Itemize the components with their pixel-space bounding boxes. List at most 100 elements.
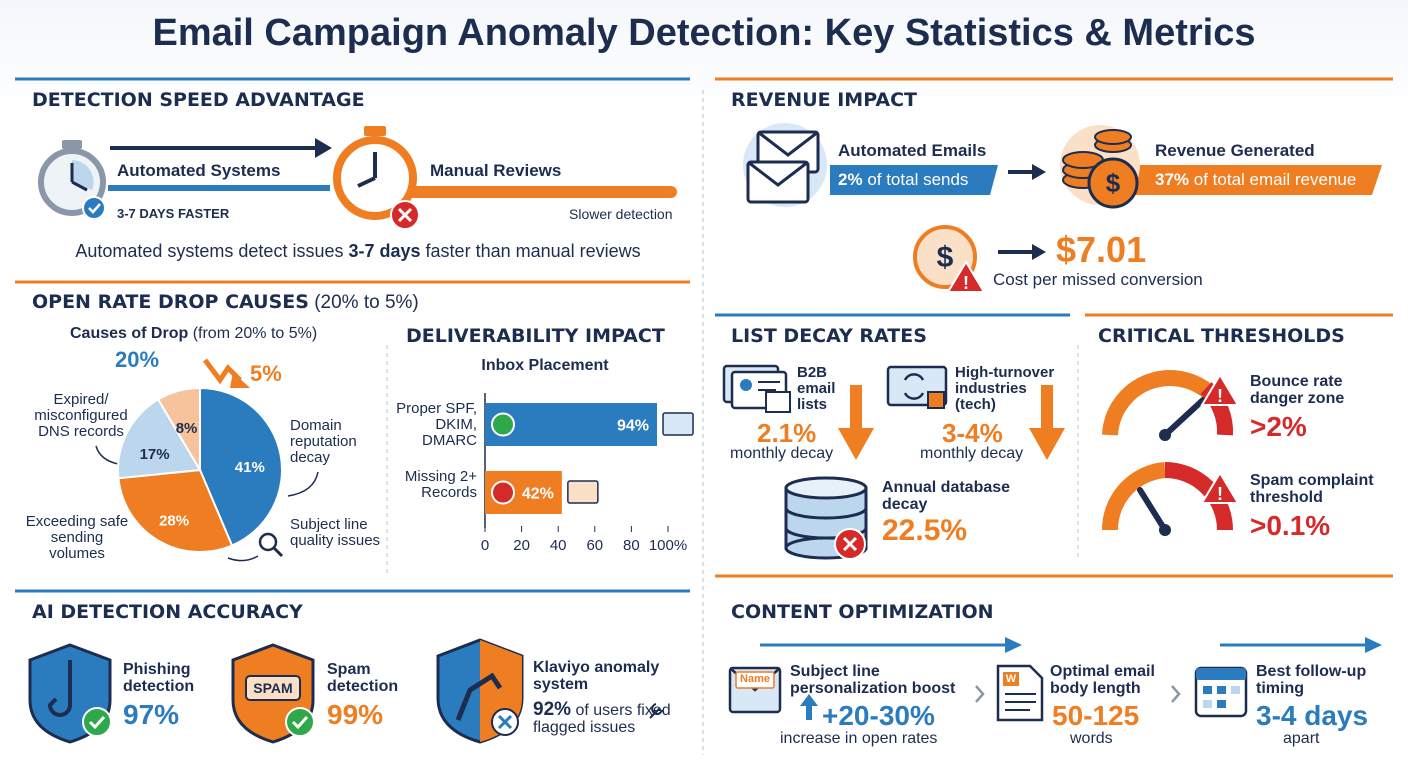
gauge-icon-part: [1137, 487, 1168, 533]
section-heading: CRITICAL THRESHOLDS: [1098, 325, 1345, 347]
envelope-body: [662, 412, 694, 436]
note: monthly decay: [920, 445, 1024, 462]
database-icon-part: [784, 507, 868, 540]
status-icon: [491, 480, 515, 505]
speed-bar: [405, 186, 677, 198]
heading-text: OPEN RATE DROP CAUSES: [32, 291, 309, 313]
envelope-icon: [743, 123, 827, 207]
shield-icon: [436, 638, 524, 744]
manual-stopwatch-icon-part: [397, 207, 413, 223]
pie-category: Subject line quality issues: [290, 516, 381, 549]
value: 92%: [533, 699, 572, 720]
icon-text: SPAM: [253, 680, 293, 696]
value: 22.5%: [882, 514, 968, 547]
note: 3-7 DAYS FASTER: [117, 206, 230, 221]
value: 2%: [838, 170, 863, 189]
label: Phishing detection: [123, 661, 195, 695]
gauge-icon: !: [1101, 462, 1240, 536]
shield-icon-part: [245, 675, 301, 701]
shield-icon-part: [285, 707, 315, 737]
section-heading: OPEN RATE DROP CAUSES (20% to 5%): [32, 291, 419, 313]
bar-category: Proper SPF, DKIM, DMARC: [396, 400, 477, 449]
calendar-icon-part: [1231, 686, 1240, 694]
value: 3-4 days: [1256, 700, 1369, 731]
value: 3-4%: [942, 418, 1003, 448]
stat: 92% of users fixed flagged issues: [533, 700, 693, 737]
label: Optimal email body length: [1050, 663, 1155, 697]
bar-category: Missing 2+ Records: [404, 468, 477, 501]
annotation: 5%: [250, 361, 282, 386]
speed-bar: [108, 185, 330, 191]
section-heading: LIST DECAY RATES: [731, 325, 927, 347]
x-tick-label: 60: [586, 537, 603, 554]
label: B2B email lists: [797, 364, 836, 413]
gauge-icon-part: !: [1217, 386, 1223, 406]
banner-text: 2% of total sends: [838, 171, 968, 189]
contacts-icon-part: [765, 391, 791, 413]
pie-slice: [156, 386, 201, 474]
cost-value: $7.01: [1056, 229, 1147, 270]
section-heading: DETECTION SPEED ADVANTAGE: [32, 89, 365, 111]
icon-text: W: [1005, 673, 1017, 685]
value: >2%: [1250, 411, 1307, 442]
magnifier-icon-part: [258, 532, 278, 552]
banner: [830, 165, 998, 195]
label: Automated Emails: [838, 141, 987, 160]
database-icon-part: [842, 536, 858, 552]
value: 99%: [327, 699, 384, 730]
coins-icon-part: [1094, 129, 1132, 145]
gauge-icon-part: [1159, 429, 1171, 441]
status-icon: [491, 412, 515, 437]
stopwatch-icon: [38, 140, 106, 220]
coins-icon-part: [1087, 157, 1139, 209]
chart-title: DELIVERABILITY IMPACT: [406, 325, 665, 347]
gauge-icon-part: [1159, 524, 1171, 536]
label: Revenue Generated: [1155, 141, 1315, 160]
cost-icon-part: [946, 260, 986, 293]
calendar-icon: [1194, 666, 1248, 718]
gauge-icon-part: [1200, 373, 1240, 406]
up-arrow: [800, 694, 818, 720]
chevron: [1171, 685, 1181, 703]
contacts-icon-part: [740, 379, 752, 391]
cost-icon-part: $: [937, 241, 954, 274]
label: Spam complaint threshold: [1250, 472, 1374, 506]
bar-value-label: 94%: [617, 418, 649, 435]
subtitle: (from 20% to 5%): [192, 325, 318, 342]
envelope-icon: [662, 412, 694, 436]
wrench-icon: [649, 703, 663, 719]
gauge-icon-part: [1102, 370, 1227, 436]
label: Spam detection: [327, 661, 399, 695]
section-heading: CONTENT OPTIMIZATION: [731, 601, 994, 623]
calendar-icon-part: [1217, 700, 1226, 708]
pie-slice: [199, 386, 283, 547]
value: 97%: [123, 699, 180, 730]
arrow: [1005, 637, 1022, 653]
stopwatch-icon-part: [88, 203, 101, 214]
envelope-icon-part: [735, 671, 775, 689]
note: increase in open rates: [780, 730, 938, 747]
calendar-icon-part: [1217, 686, 1226, 694]
calendar-icon-part: [1203, 700, 1212, 708]
label: Manual Reviews: [430, 161, 562, 180]
summary-text: faster than manual reviews: [425, 241, 641, 261]
document-icon-part: [1003, 672, 1019, 686]
heading-note: (20% to 5%): [314, 292, 419, 313]
label: Subject line personalization boost: [790, 663, 956, 697]
shield-icon-part: [82, 707, 112, 737]
arrow: [1032, 244, 1046, 260]
pie-slice: [117, 398, 202, 480]
value: 50-125: [1052, 700, 1140, 731]
cost-label: Cost per missed conversion: [993, 270, 1203, 289]
slice-label: 8%: [176, 420, 198, 437]
stopwatch-icon-part: [71, 180, 88, 192]
x-tick-label: 100%: [649, 537, 687, 554]
stopwatch-icon-part: [82, 196, 106, 220]
decay-arrow-part: [850, 385, 862, 430]
gauge-icon-part: [1164, 462, 1233, 531]
calendar-icon-part: [1203, 686, 1212, 694]
chart-subtitle: Inbox Placement: [481, 357, 609, 374]
text: of users fixed flagged issues: [533, 702, 671, 736]
x-tick-label: 40: [550, 537, 567, 554]
